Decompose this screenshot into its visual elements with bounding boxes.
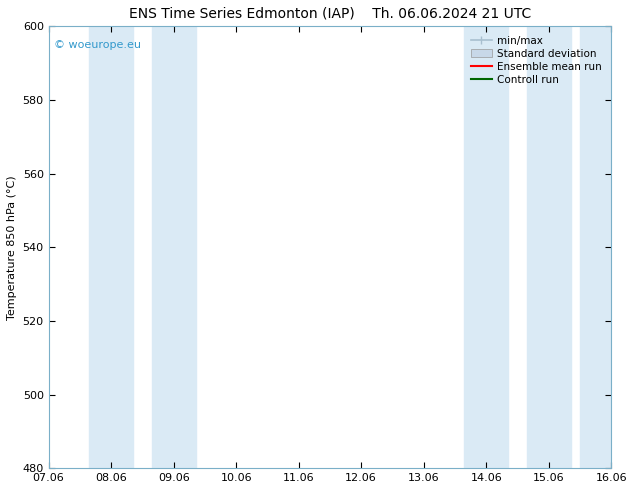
Bar: [527, 26, 571, 468]
Bar: [89, 26, 133, 468]
Text: © woeurope.eu: © woeurope.eu: [55, 40, 141, 49]
Bar: [152, 26, 195, 468]
Y-axis label: Temperature 850 hPa (°C): Temperature 850 hPa (°C): [7, 175, 17, 319]
Bar: [580, 26, 634, 468]
Legend: min/max, Standard deviation, Ensemble mean run, Controll run: min/max, Standard deviation, Ensemble me…: [467, 31, 606, 89]
Title: ENS Time Series Edmonton (IAP)    Th. 06.06.2024 21 UTC: ENS Time Series Edmonton (IAP) Th. 06.06…: [129, 7, 531, 21]
Bar: [464, 26, 508, 468]
